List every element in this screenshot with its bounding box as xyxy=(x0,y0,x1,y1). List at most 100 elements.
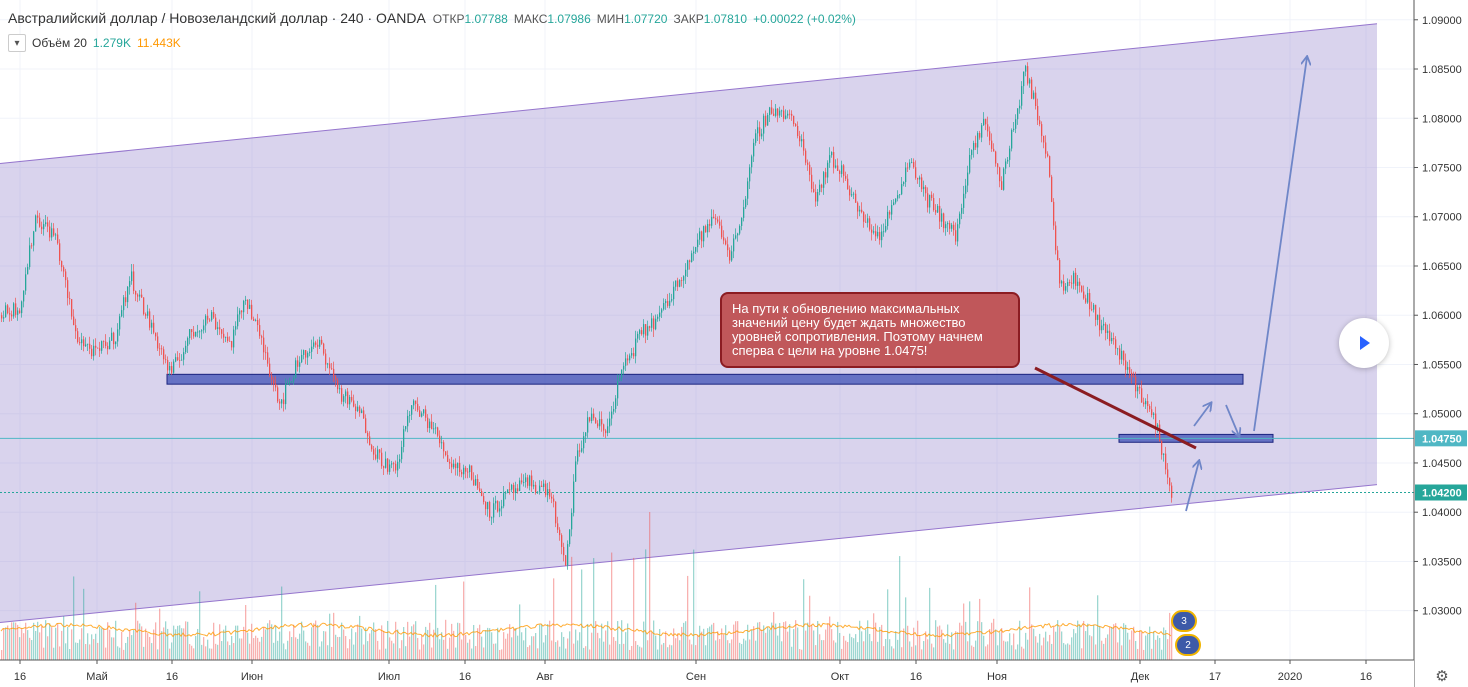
candle-body xyxy=(841,165,843,174)
volume-bar xyxy=(859,620,861,660)
volume-bar xyxy=(1015,649,1017,660)
candle-body xyxy=(133,271,135,291)
volume-bar xyxy=(887,589,889,660)
candle-body xyxy=(389,464,391,472)
chevron-down-icon[interactable]: ▾ xyxy=(8,34,26,52)
candle-body xyxy=(31,245,33,247)
candle-body xyxy=(897,195,899,199)
volume-bar xyxy=(19,637,21,660)
candle-body xyxy=(165,359,167,361)
volume-bar xyxy=(977,621,979,660)
volume-bar xyxy=(65,643,67,660)
volume-bar xyxy=(315,620,317,660)
volume-bar xyxy=(811,624,813,660)
volume-bar xyxy=(829,616,831,660)
volume-bar xyxy=(1085,631,1087,660)
candle-body xyxy=(819,184,821,193)
candle-body xyxy=(399,459,401,462)
candle-body xyxy=(415,400,417,404)
candle-body xyxy=(977,133,979,148)
candle-body xyxy=(579,450,581,452)
volume-bar xyxy=(993,618,995,660)
volume-bar xyxy=(1167,639,1169,660)
volume-bar xyxy=(127,636,129,660)
candle-body xyxy=(451,463,453,468)
volume-bar xyxy=(931,643,933,660)
candle-body xyxy=(957,224,959,242)
volume-bar xyxy=(661,644,663,660)
volume-bar xyxy=(35,630,37,660)
volume-bar xyxy=(575,629,577,660)
candle-body xyxy=(701,231,703,242)
volume-bar xyxy=(567,638,569,660)
candle-body xyxy=(215,317,217,330)
candle-body xyxy=(1009,148,1011,160)
candle-body xyxy=(365,418,367,433)
volume-bar xyxy=(143,646,145,660)
volume-bar xyxy=(819,634,821,660)
candle-body xyxy=(193,332,195,337)
candle-body xyxy=(575,461,577,482)
gear-icon[interactable]: ⚙ xyxy=(1435,668,1449,685)
volume-bar xyxy=(943,639,945,660)
play-button[interactable] xyxy=(1339,318,1389,368)
volume-bar xyxy=(1077,620,1079,660)
channel-lower-line xyxy=(0,484,1378,623)
candle-body xyxy=(939,205,941,222)
volume-bar xyxy=(959,622,961,660)
volume-bar xyxy=(73,576,75,660)
annotation-callout[interactable]: На пути к обновлению максимальных значен… xyxy=(720,292,1020,368)
volume-bar xyxy=(739,642,741,660)
volume-bar xyxy=(691,644,693,660)
candle-body xyxy=(1055,225,1057,251)
symbol-title[interactable]: Австралийский доллар / Новозеландский до… xyxy=(8,10,426,26)
volume-bar xyxy=(307,642,309,660)
volume-bar xyxy=(727,640,729,660)
volume-bar xyxy=(183,628,185,660)
candle-body xyxy=(637,333,639,339)
volume-bar xyxy=(1053,626,1055,660)
candle-body xyxy=(669,300,671,306)
volume-bar xyxy=(883,646,885,660)
candle-body xyxy=(557,523,559,530)
volume-bar xyxy=(963,603,965,660)
y-tick-label: 1.07500 xyxy=(1422,163,1462,175)
volume-bar xyxy=(189,644,191,660)
volume-bar xyxy=(77,642,79,660)
candle-body xyxy=(513,484,515,493)
volume-bar xyxy=(855,634,857,660)
candle-body xyxy=(655,318,657,330)
candle-body xyxy=(217,327,219,330)
volume-bar xyxy=(699,625,701,660)
candle-body xyxy=(509,489,511,491)
event-badge[interactable]: 3 xyxy=(1171,610,1197,632)
volume-bar xyxy=(391,640,393,660)
candle-body xyxy=(675,280,677,287)
volume-bar xyxy=(637,644,639,660)
volume-bar xyxy=(177,625,179,660)
candle-body xyxy=(623,365,625,370)
volume-bar xyxy=(827,623,829,660)
candle-body xyxy=(21,301,23,314)
candle-body xyxy=(489,501,491,518)
candle-body xyxy=(1151,409,1153,415)
candle-body xyxy=(541,485,543,487)
candle-body xyxy=(437,427,439,436)
high-label: МАКС xyxy=(513,12,548,26)
candle-body xyxy=(795,124,797,127)
candle-body xyxy=(59,243,61,261)
candle-body xyxy=(107,345,109,350)
volume-bar xyxy=(481,636,483,660)
volume-bar xyxy=(693,549,695,660)
candle-body xyxy=(823,172,825,188)
volume-bar xyxy=(1065,644,1067,660)
event-badge[interactable]: 2 xyxy=(1175,634,1201,656)
volume-bar xyxy=(101,628,103,660)
candle-body xyxy=(661,309,663,313)
volume-bar xyxy=(261,636,263,660)
volume-bar xyxy=(773,612,775,660)
candle-body xyxy=(511,484,513,490)
volume-bar xyxy=(381,625,383,660)
volume-bar xyxy=(413,624,415,660)
